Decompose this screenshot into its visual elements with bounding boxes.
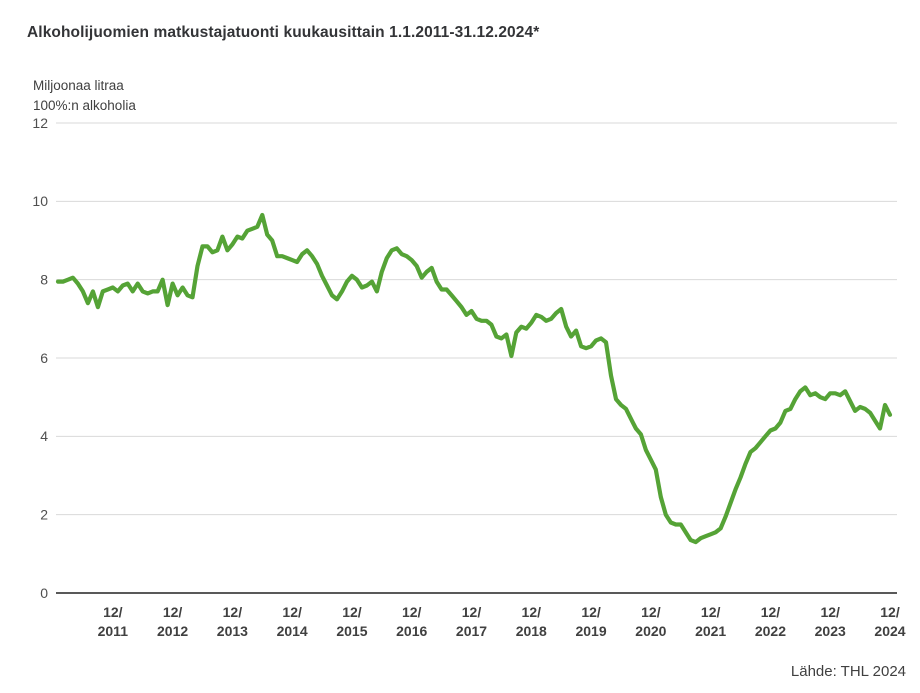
x-tick-label-year: 2011 (98, 623, 129, 639)
x-tick-label-year: 2014 (277, 623, 308, 639)
x-tick-label-month: 12/ (641, 604, 661, 620)
y-axis-unit-line1: Miljoonaa litraa (33, 78, 124, 93)
x-tick-label-year: 2021 (695, 623, 726, 639)
chart-title: Alkoholijuomien matkustajatuonti kuukaus… (27, 24, 540, 41)
x-tick-label-year: 2017 (456, 623, 487, 639)
x-tick-label-month: 12/ (880, 604, 900, 620)
data-line-series (55, 212, 893, 545)
x-tick-label-month: 12/ (103, 604, 123, 620)
y-tick-label: 12 (32, 115, 48, 131)
x-tick-label-year: 2022 (755, 623, 786, 639)
x-tick-label-year: 2015 (336, 623, 367, 639)
x-tick-label-month: 12/ (163, 604, 183, 620)
x-tick-label-month: 12/ (342, 604, 362, 620)
y-tick-label: 6 (40, 350, 48, 366)
y-tick-label: 8 (40, 271, 48, 287)
y-tick-label: 0 (40, 585, 48, 601)
x-tick-label-year: 2019 (575, 623, 606, 639)
x-tick-label-year: 2020 (635, 623, 666, 639)
source-label: Lähde: THL 2024 (790, 663, 906, 680)
x-tick-label-month: 12/ (701, 604, 721, 620)
x-tick-label-month: 12/ (223, 604, 243, 620)
y-axis-unit-line2: 100%:n alkoholia (33, 98, 136, 113)
x-tick-label-month: 12/ (761, 604, 781, 620)
x-tick-label-month: 12/ (820, 604, 840, 620)
x-tick-label-year: 2023 (815, 623, 846, 639)
y-axis-unit-label: Miljoonaa litraa 100%:n alkoholia (33, 76, 136, 116)
x-tick-label-month: 12/ (402, 604, 422, 620)
y-tick-label: 2 (40, 506, 48, 522)
y-tick-label: 4 (40, 428, 48, 444)
y-tick-label: 10 (32, 193, 48, 209)
x-tick-label-year: 2018 (516, 623, 547, 639)
x-tick-label-year: 2016 (396, 623, 427, 639)
x-tick-label-year: 2024 (874, 623, 905, 639)
x-tick-label-year: 2012 (157, 623, 188, 639)
x-tick-label-year: 2013 (217, 623, 248, 639)
x-tick-label-month: 12/ (282, 604, 302, 620)
x-tick-label-month: 12/ (462, 604, 482, 620)
x-tick-label-month: 12/ (522, 604, 542, 620)
x-tick-label-month: 12/ (581, 604, 601, 620)
